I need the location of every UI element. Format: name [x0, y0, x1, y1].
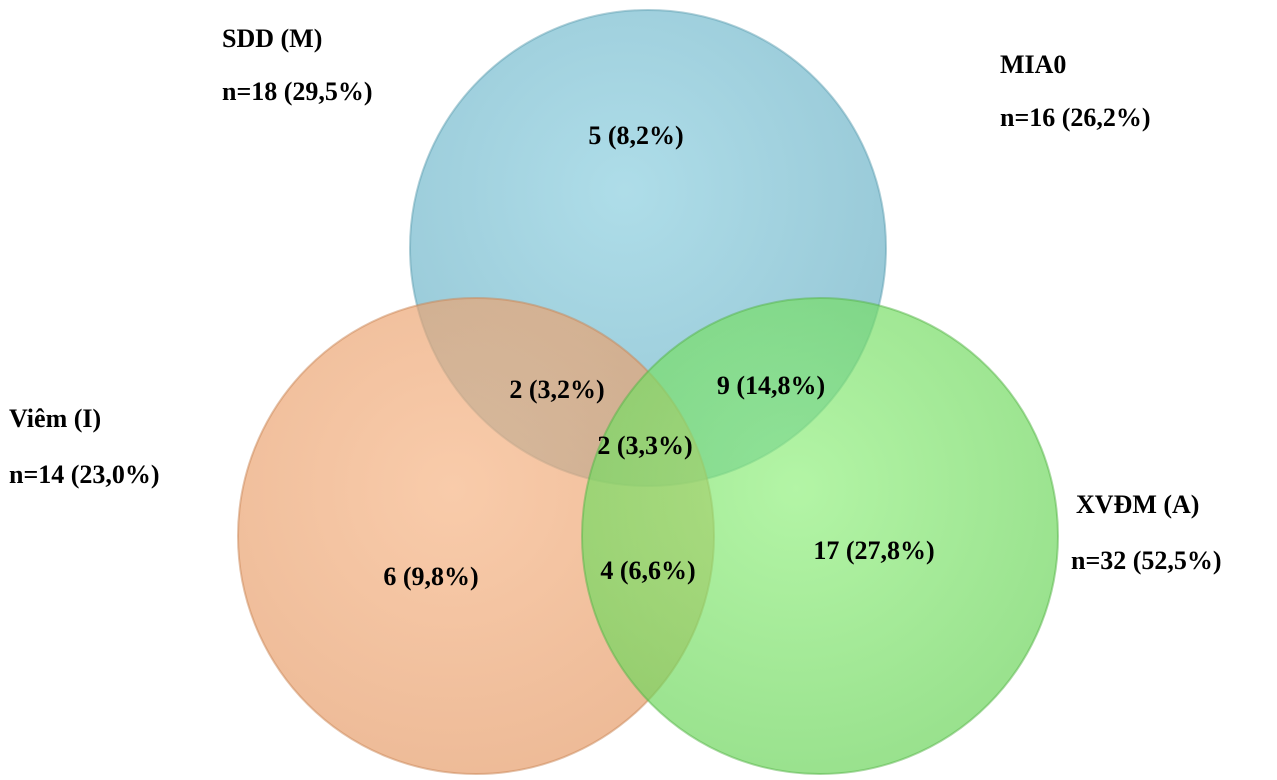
extra-label-count: n=16 (26,2%) — [1000, 103, 1151, 132]
set-label-left-count: n=14 (23,0%) — [9, 460, 160, 489]
region-top-right: 9 (14,8%) — [716, 371, 826, 400]
region-top-only: 5 (8,2%) — [588, 121, 684, 150]
set-label-right-name: XVĐM (A) — [1076, 490, 1200, 519]
circle-right-xvdm — [581, 297, 1059, 775]
region-all-three: 2 (3,3%) — [597, 431, 693, 460]
extra-label-name: MIA0 — [1000, 50, 1067, 79]
region-left-right: 4 (6,6%) — [600, 556, 696, 585]
set-label-right-count: n=32 (52,5%) — [1071, 546, 1222, 575]
region-left-only: 6 (9,8%) — [383, 562, 479, 591]
region-right-only: 17 (27,8%) — [813, 536, 935, 565]
set-label-left-name: Viêm (I) — [9, 404, 102, 433]
region-top-left: 2 (3,2%) — [509, 375, 605, 404]
set-label-top-count: n=18 (29,5%) — [222, 77, 373, 106]
set-label-top-name: SDD (M) — [222, 24, 323, 53]
